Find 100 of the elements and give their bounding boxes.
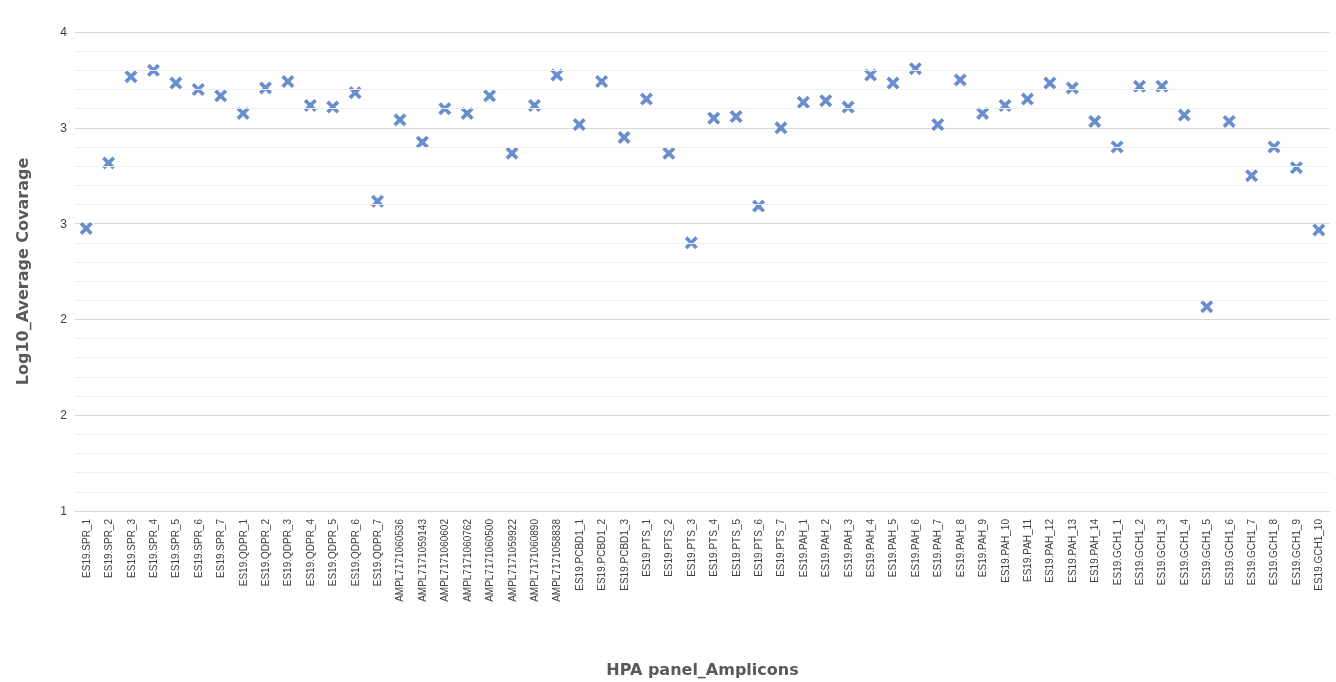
- x-tick-label: ES19.PAH_3: [842, 518, 854, 578]
- point: [348, 86, 362, 100]
- y-tick-label: 3: [60, 120, 68, 135]
- point: [796, 95, 810, 109]
- point: [236, 106, 250, 120]
- point: [1088, 114, 1102, 128]
- point: [819, 94, 833, 108]
- x-tick-label: ES19.PAH_1: [797, 518, 809, 578]
- point: [953, 73, 967, 87]
- point: [169, 76, 183, 90]
- x-tick-label: ES19.GCH1_9: [1290, 518, 1302, 586]
- x-tick-label: ES19.PAH_7: [932, 518, 944, 578]
- x-tick-label: AMPL7171059143: [416, 518, 428, 602]
- point: [1177, 108, 1191, 122]
- y-tick-label: 2: [60, 408, 68, 423]
- x-tick-label: ES19.GCH1_5: [1201, 518, 1213, 586]
- y-tick-label: 3: [60, 216, 68, 231]
- x-tick-label: ES19.PTS_5: [730, 518, 742, 577]
- point: [79, 221, 93, 235]
- point: [1043, 76, 1057, 90]
- x-tick-label: ES19.GCH1_2: [1134, 518, 1146, 586]
- x-tick-label: ES19.GCH1_4: [1178, 518, 1190, 586]
- point: [1289, 161, 1303, 175]
- x-tick-label: ES19.PAH_10: [999, 518, 1011, 583]
- x-tick-label: ES19.PAH_11: [1021, 518, 1033, 583]
- x-tick-label: ES19.QDPR_4: [304, 518, 316, 587]
- x-tick-label: ES19.PAH_12: [1044, 518, 1056, 583]
- x-tick-label: AMPL7171059922: [506, 518, 518, 602]
- x-tick-label: ES19.PAH_2: [820, 518, 832, 578]
- point: [415, 135, 429, 149]
- point: [662, 146, 676, 160]
- x-tick-label: ES19.GCH1_3: [1156, 518, 1168, 586]
- x-tick-label: ES19.PTS_2: [663, 518, 675, 577]
- point: [146, 63, 160, 77]
- point: [281, 75, 295, 88]
- point: [1222, 114, 1236, 128]
- x-tick-label: ES19.PTS_7: [775, 518, 787, 577]
- point: [998, 98, 1012, 112]
- point: [1267, 140, 1281, 154]
- x-tick-label: ES19.PAH_14: [1089, 518, 1101, 583]
- x-axis-title: HPA panel_Amplicons: [606, 659, 799, 679]
- point: [729, 110, 743, 124]
- x-tick-label: ES19.QDPR_3: [282, 518, 294, 587]
- point: [617, 130, 631, 144]
- point: [1312, 223, 1326, 237]
- x-tick-label: ES19.SPR_6: [192, 518, 204, 578]
- point: [483, 89, 497, 103]
- x-tick-label: ES19.GCH1_6: [1223, 518, 1235, 586]
- x-tick-label: ES19.GCH1_1: [1111, 518, 1123, 586]
- x-tick-label: ES19.QDPR_7: [372, 518, 384, 587]
- x-tick-label: ES19.SPR_1: [80, 518, 92, 578]
- x-tick-label: ES19.PCBD1_2: [596, 518, 608, 591]
- x-tick-label: ES19.PAH_6: [909, 518, 921, 578]
- x-tick-label: AMPL7171060500: [484, 518, 496, 602]
- x-tick-label: AMPL7171060536: [394, 518, 406, 602]
- point: [595, 75, 609, 88]
- x-tick-label: AMPL7171058838: [551, 518, 563, 602]
- point: [1200, 300, 1214, 314]
- x-tick-label: ES19.PTS_3: [685, 518, 697, 577]
- x-tick-label: ES19.PAH_9: [977, 518, 989, 578]
- point: [1110, 140, 1124, 154]
- x-tick-label: ES19.QDPR_2: [259, 518, 271, 587]
- x-tick-label: ES19.SPR_4: [147, 518, 159, 578]
- point: [752, 199, 766, 213]
- x-tick-label: ES19.PCBD1_3: [618, 518, 630, 591]
- point: [707, 111, 721, 125]
- point: [774, 121, 788, 135]
- y-axis-title: Log10_Average Covarage: [12, 157, 32, 386]
- point: [931, 118, 945, 132]
- point: [1245, 169, 1259, 183]
- x-tick-label: ES19.PAH_4: [865, 518, 877, 578]
- point: [976, 106, 990, 120]
- x-tick-label: ES19.GCH1_10: [1313, 518, 1325, 591]
- x-tick-label: AMPL7171060762: [461, 518, 473, 602]
- x-tick-label: AMPL7171060890: [528, 518, 540, 602]
- y-tick-label: 1: [60, 504, 68, 518]
- point: [214, 89, 228, 103]
- point: [572, 118, 586, 132]
- x-tick-label: ES19.QDPR_6: [349, 518, 361, 587]
- x-tick-label: ES19.QDPR_1: [237, 518, 249, 587]
- point: [438, 102, 452, 116]
- x-tick-label: ES19.QDPR_5: [327, 518, 339, 587]
- x-tick-label: ES19.SPR_2: [103, 518, 115, 578]
- point: [1020, 92, 1034, 106]
- x-tick-label: AMPL7171060602: [439, 518, 451, 602]
- y-tick-label: 2: [60, 312, 68, 327]
- x-tick-label: ES19.PAH_13: [1066, 518, 1078, 583]
- point: [864, 68, 878, 82]
- x-tick-label: ES19.GCH1_7: [1246, 518, 1258, 586]
- point: [684, 236, 698, 250]
- x-tick-label: ES19.SPR_3: [125, 518, 137, 578]
- x-tick-label: ES19.PCBD1_1: [573, 518, 585, 591]
- point: [102, 156, 116, 170]
- x-tick-label: ES19.PAH_5: [887, 518, 899, 578]
- point: [191, 82, 205, 96]
- y-tick-label: 4: [60, 25, 68, 39]
- point: [639, 92, 653, 106]
- point: [505, 146, 519, 160]
- point: [886, 76, 900, 90]
- x-tick-label: ES19.PTS_4: [708, 518, 720, 577]
